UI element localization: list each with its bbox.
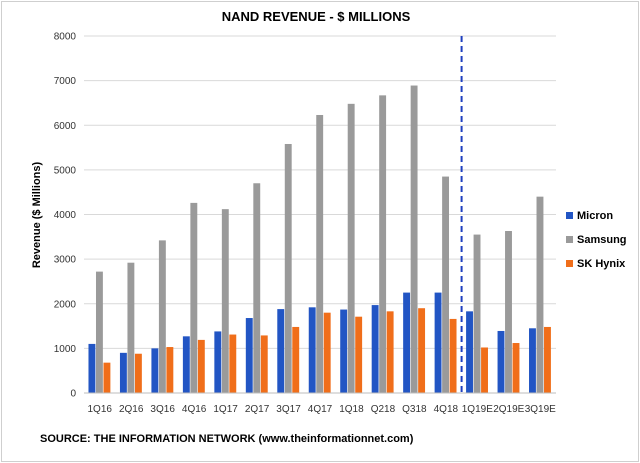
bar-samsung [505,231,512,393]
bar-micron [277,309,285,393]
bar-micron [308,307,316,393]
x-tick-label: 1Q16 [87,404,112,415]
x-tick-label: 1Q19E [462,404,493,415]
bar-samsung [284,143,292,393]
bar-sk-hynix [292,326,300,393]
bar-sk-hynix [355,316,363,393]
y-tick-label: 1000 [54,344,77,355]
x-axis-ticks: 1Q16 2Q16 3Q16 4Q16 1Q17 2Q17 3Q17 4Q17 1Q18 Q218… [87,404,556,415]
x-tick-label: 2Q17 [245,404,270,415]
legend-swatch-micron [566,212,573,219]
bar-samsung [158,240,166,393]
y-tick-label: 6000 [54,121,77,132]
bar-sk-hynix [229,334,237,393]
bar-samsung [221,209,229,393]
bar-sk-hynix [260,335,268,393]
x-tick-label: 2Q19E [493,404,524,415]
bar-samsung [442,176,450,393]
x-tick-label: 1Q17 [213,404,238,415]
bar-micron [88,343,96,393]
bar-samsung [347,103,355,393]
legend-label: Micron [577,210,613,222]
bar-micron [371,305,379,393]
bar-sk-hynix [449,318,457,393]
bar-micron [434,292,442,393]
bar-sk-hynix [386,311,394,393]
bar-micron [119,352,127,393]
y-tick-label: 3000 [54,255,77,266]
y-tick-label: 5000 [54,165,77,176]
bar-sk-hynix [197,339,205,393]
x-tick-label: 3Q17 [276,404,301,415]
bar-sk-hynix [512,343,520,393]
bar-sk-hynix [544,326,551,393]
bar-micron [151,348,159,393]
x-tick-label: 4Q16 [182,404,207,415]
y-tick-label: 7000 [54,76,77,87]
bar-micron [403,292,411,393]
y-axis-ticks: 0 1000 2000 3000 4000 5000 6000 7000 8000 [54,32,77,400]
bar-micron [529,328,536,393]
legend-label: SK Hynix [577,258,626,270]
bar-samsung [127,262,135,393]
x-tick-label: Q218 [371,404,396,415]
legend: Micron Samsung SK Hynix [566,210,627,270]
bar-samsung [536,196,544,393]
bar-sk-hynix [418,308,426,393]
bar-samsung [253,183,261,393]
y-tick-label: 8000 [54,32,77,43]
x-tick-label: Q318 [402,404,427,415]
bar-micron [182,336,190,393]
bar-micron [214,331,222,393]
legend-label: Samsung [577,234,627,246]
bar-sk-hynix [323,312,331,393]
bar-samsung [316,114,324,393]
y-tick-label: 0 [70,389,76,400]
legend-swatch-samsung [566,236,573,243]
bar-samsung [190,202,198,393]
y-axis-label: Revenue ($ Millions) [31,161,43,268]
bar-micron [466,311,473,393]
bar-sk-hynix [481,347,488,393]
source-note: SOURCE: THE INFORMATION NETWORK (www.the… [40,433,414,445]
x-tick-label: 4Q18 [434,404,459,415]
bar-samsung [95,271,103,393]
bar-samsung [473,234,481,393]
bar-samsung [379,95,387,393]
bar-micron [245,318,253,393]
bar-sk-hynix [103,362,111,393]
bars [88,85,551,393]
chart-title: NAND REVENUE - $ MILLIONS [222,9,411,24]
x-tick-label: 3Q16 [150,404,175,415]
x-tick-label: 3Q19E [525,404,556,415]
y-tick-label: 2000 [54,299,77,310]
bar-samsung [410,85,418,393]
bar-micron [340,309,348,393]
legend-swatch-sk-hynix [566,260,573,267]
x-tick-label: 1Q18 [339,404,364,415]
bar-sk-hynix [134,353,142,393]
bar-micron [497,330,505,393]
x-tick-label: 2Q16 [119,404,144,415]
y-tick-label: 4000 [54,210,77,221]
bar-sk-hynix [166,347,174,393]
x-tick-label: 4Q17 [308,404,333,415]
